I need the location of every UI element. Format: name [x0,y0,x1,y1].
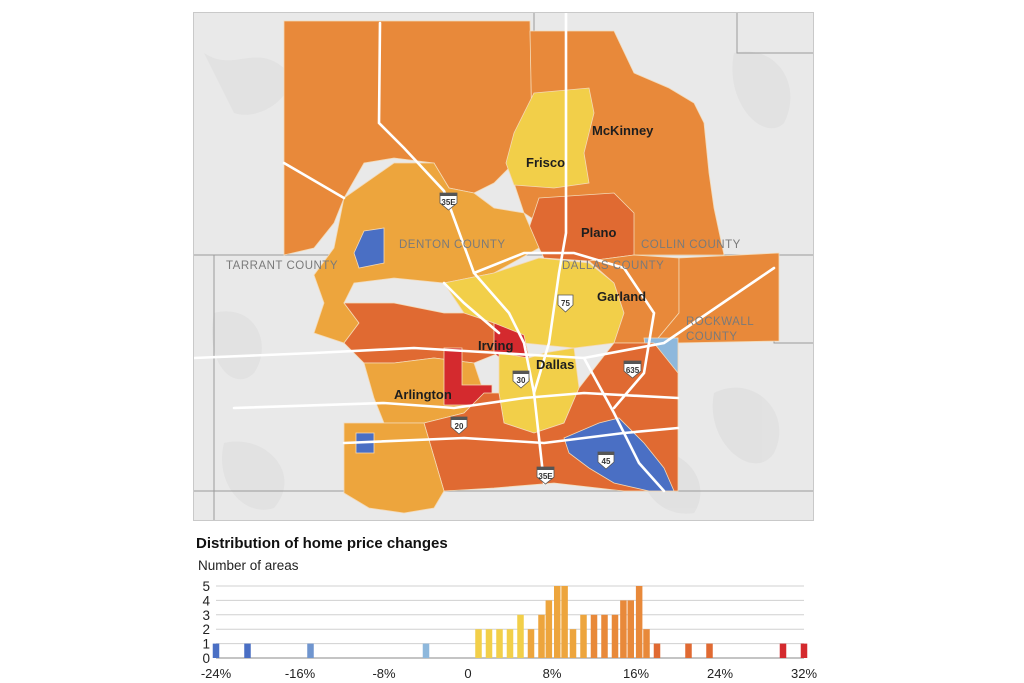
county-label-rockwall: ROCKWALL [686,316,754,328]
histogram-bar [653,643,661,658]
histogram-bar [627,600,635,658]
histogram-bar [643,629,650,658]
county-label-rockwall-line2: COUNTY [686,331,738,343]
choropleth-map: DENTON COUNTY COLLIN COUNTY TARRANT COUN… [194,13,813,520]
x-tick-label: 8% [543,666,562,681]
x-tick-label: 0 [464,666,471,681]
region-frisco [505,87,595,189]
histogram-bar [706,643,713,658]
histogram-bar [635,586,643,658]
city-label-irving: Irving [478,338,513,353]
histogram-bar [601,614,608,658]
x-tick-label: 16% [623,666,649,681]
city-label-frisco: Frisco [526,155,565,170]
histogram-bars [212,586,808,658]
histogram-bar [553,586,561,658]
x-tick-labels: -24% -16% -8% 0 8% 16% 24% 32% [201,666,818,681]
x-tick-label: 24% [707,666,733,681]
svg-text:35E: 35E [538,472,553,481]
histogram-bar [517,614,524,658]
svg-text:45: 45 [602,457,611,466]
chart-title: Distribution of home price changes [196,535,448,552]
city-label-garland: Garland [597,289,646,304]
histogram-bar [212,643,220,658]
histogram-bar [538,614,545,658]
city-label-dallas: Dallas [536,357,574,372]
y-tick-label: 4 [202,593,210,608]
histogram-bar [485,629,493,658]
highway-shield-30: 30 [512,370,530,389]
highway-shield-35e-north: 35E [439,192,458,211]
histogram-bar [422,643,430,658]
y-tick-label: 1 [202,637,210,652]
histogram-bar [569,629,577,658]
region-arlington-red [443,347,493,406]
svg-text:30: 30 [517,376,526,385]
y-tick-label: 0 [202,651,210,666]
histogram-bar [779,643,787,658]
histogram-bar [506,629,514,658]
city-label-mckinney: McKinney [592,123,654,138]
histogram-bar [561,586,568,658]
svg-text:35E: 35E [441,198,456,207]
highway-network [194,13,776,493]
histogram-bar [611,614,619,658]
county-label-dallas: DALLAS COUNTY [562,260,664,272]
city-label-arlington: Arlington [394,387,452,402]
histogram-bar [800,643,808,658]
city-label-plano: Plano [581,225,616,240]
y-axis-title: Number of areas [198,558,299,573]
map-panel: DENTON COUNTY COLLIN COUNTY TARRANT COUN… [193,12,814,521]
region-denton-south [313,162,540,344]
histogram-bar [590,614,598,658]
histogram-bar [545,600,553,658]
y-tick-label: 3 [202,608,210,623]
svg-text:635: 635 [626,366,640,375]
x-tick-label: -8% [372,666,396,681]
x-tick-label: -24% [201,666,232,681]
histogram-bar [580,614,587,658]
y-tick-label: 2 [202,622,210,637]
county-label-collin: COLLIN COUNTY [641,239,741,251]
histogram-bar [475,629,482,658]
highway-shield-75: 75 [557,294,574,313]
svg-text:75: 75 [561,299,570,308]
highway-shield-20: 20 [450,416,468,435]
histogram-bar [527,629,535,658]
highway-shield-45: 45 [597,451,615,470]
highway-shield-635: 635 [623,360,642,379]
histogram-bar [620,600,627,658]
histogram-bar [685,643,692,658]
x-tick-label: 32% [791,666,817,681]
histogram-bar [307,643,314,658]
county-label-tarrant: TARRANT COUNTY [226,260,338,272]
highway-shield-35e-south: 35E [536,466,555,485]
region-strong-decline-north [353,227,385,269]
svg-text:20: 20 [455,422,464,431]
histogram-bar [496,629,503,658]
y-tick-label: 5 [202,579,210,594]
histogram-bar [244,643,251,658]
county-label-denton: DENTON COUNTY [399,239,506,251]
x-tick-label: -16% [285,666,316,681]
